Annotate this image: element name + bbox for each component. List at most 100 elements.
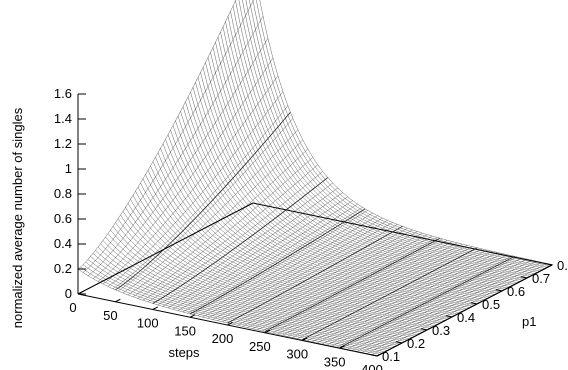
mesh-line-steps xyxy=(242,231,418,327)
surface-mesh xyxy=(77,0,553,356)
x-tick-label: 200 xyxy=(212,331,234,346)
z-tick-label: 0.6 xyxy=(54,211,72,226)
y-tick xyxy=(445,315,453,318)
mesh-line-steps xyxy=(222,224,398,323)
y-tick-label: 0.1 xyxy=(382,349,400,364)
y-tick xyxy=(495,289,503,292)
y-tick-label: 0.3 xyxy=(432,323,450,338)
mesh-line-steps xyxy=(77,0,237,270)
y-tick-label: 0.4 xyxy=(457,310,475,325)
surface-highlight-line xyxy=(264,237,441,332)
mesh-line-steps xyxy=(162,187,338,307)
mesh-line-steps xyxy=(167,192,343,308)
mesh-line-p1 xyxy=(210,52,510,287)
mesh-line-steps xyxy=(292,245,468,338)
mesh-line-p1 xyxy=(207,57,508,289)
x-tick xyxy=(152,306,158,310)
y-tick xyxy=(545,263,553,266)
y-tick xyxy=(370,354,378,357)
y-axis-line xyxy=(376,264,553,357)
mesh-line-steps xyxy=(322,252,498,345)
mesh-line-steps xyxy=(182,203,358,313)
z-axis-title: normalized average number of singles xyxy=(10,107,25,328)
x-tick-label: 50 xyxy=(103,308,117,323)
z-tick-label: 1 xyxy=(65,161,72,176)
x-tick xyxy=(302,337,308,341)
mesh-line-steps xyxy=(177,200,353,311)
mesh-line-steps xyxy=(317,251,493,344)
y-tick-label: 0.7 xyxy=(532,271,550,286)
mesh-line-steps xyxy=(112,105,289,289)
mesh-line-steps xyxy=(272,240,448,334)
mesh-line-steps xyxy=(202,215,378,318)
surface-highlight-line xyxy=(302,247,478,341)
mesh-line-steps xyxy=(197,212,373,316)
y-axis-title: p1 xyxy=(522,314,536,329)
base-left-edge xyxy=(77,202,254,295)
z-tick-label: 0 xyxy=(65,286,72,301)
surface-highlight-line xyxy=(227,225,403,324)
x-tick xyxy=(264,329,271,334)
x-tick xyxy=(77,290,84,295)
mesh-line-p1 xyxy=(238,0,538,273)
y-tick xyxy=(420,328,428,331)
mesh-line-steps xyxy=(122,129,298,294)
mesh-line-steps xyxy=(147,171,323,302)
mesh-line-steps xyxy=(92,38,269,279)
z-tick-label: 0.8 xyxy=(54,186,72,201)
mesh-line-steps xyxy=(252,234,428,329)
z-tick-label: 1.2 xyxy=(54,136,72,151)
x-tick-label: 100 xyxy=(137,316,159,331)
mesh-line-steps xyxy=(257,235,433,331)
mesh-line-steps xyxy=(137,157,313,299)
mesh-line-steps xyxy=(371,263,548,355)
mesh-line-steps xyxy=(237,229,413,326)
mesh-line-steps xyxy=(366,262,543,354)
mesh-line-steps xyxy=(97,57,274,282)
y-tick xyxy=(470,302,478,305)
mesh-line-steps xyxy=(142,164,318,301)
z-tick-label: 0.4 xyxy=(54,236,72,251)
mesh-line-steps xyxy=(82,0,254,273)
x-tick-label: 400 xyxy=(361,362,383,370)
axis-labels: 0 0.2 0.4 0.6 0.8 1 1.2 1.4 1.6 0 50 100 150 200 250 30… xyxy=(54,86,568,370)
y-tick xyxy=(520,276,528,279)
mesh-line-p1 xyxy=(259,0,553,265)
mesh-line-steps xyxy=(117,118,294,292)
z-tick-label: 1.4 xyxy=(54,111,72,126)
mesh-line-steps xyxy=(127,139,303,296)
mesh-line-p1 xyxy=(155,157,455,316)
mesh-line-p1 xyxy=(172,125,473,307)
y-tick-label: 0.5 xyxy=(482,297,500,312)
mesh-line-steps xyxy=(361,261,538,353)
mesh-line-steps xyxy=(232,227,408,325)
mesh-line-steps xyxy=(351,258,528,351)
mesh-line-p1 xyxy=(175,120,475,306)
mesh-line-steps xyxy=(102,75,279,285)
mesh-line-steps xyxy=(207,217,383,319)
x-tick-label: 150 xyxy=(174,323,196,338)
mesh-line-steps xyxy=(267,238,443,333)
x-tick-label: 0 xyxy=(69,300,76,315)
mesh-line-steps xyxy=(212,220,388,320)
mesh-line-steps xyxy=(331,254,508,347)
mesh-line-p1 xyxy=(200,72,500,293)
mesh-line-steps xyxy=(341,256,518,349)
mesh-line-steps xyxy=(277,241,453,335)
mesh-line-steps xyxy=(157,182,333,306)
mesh-line-steps xyxy=(312,249,488,343)
mesh-line-steps xyxy=(297,246,473,339)
mesh-line-p1 xyxy=(245,0,543,270)
x-tick xyxy=(189,314,196,318)
mesh-line-steps xyxy=(356,259,533,352)
mesh-line-steps xyxy=(346,257,523,350)
x-tick-label: 300 xyxy=(286,347,308,362)
mesh-line-steps xyxy=(327,253,503,346)
x-tick xyxy=(115,298,121,303)
z-tick-label: 1.6 xyxy=(54,86,72,101)
mesh-line-steps xyxy=(287,243,463,337)
x-tick xyxy=(227,321,233,326)
axes xyxy=(77,93,554,357)
y-tick-label: 0.6 xyxy=(507,284,525,299)
